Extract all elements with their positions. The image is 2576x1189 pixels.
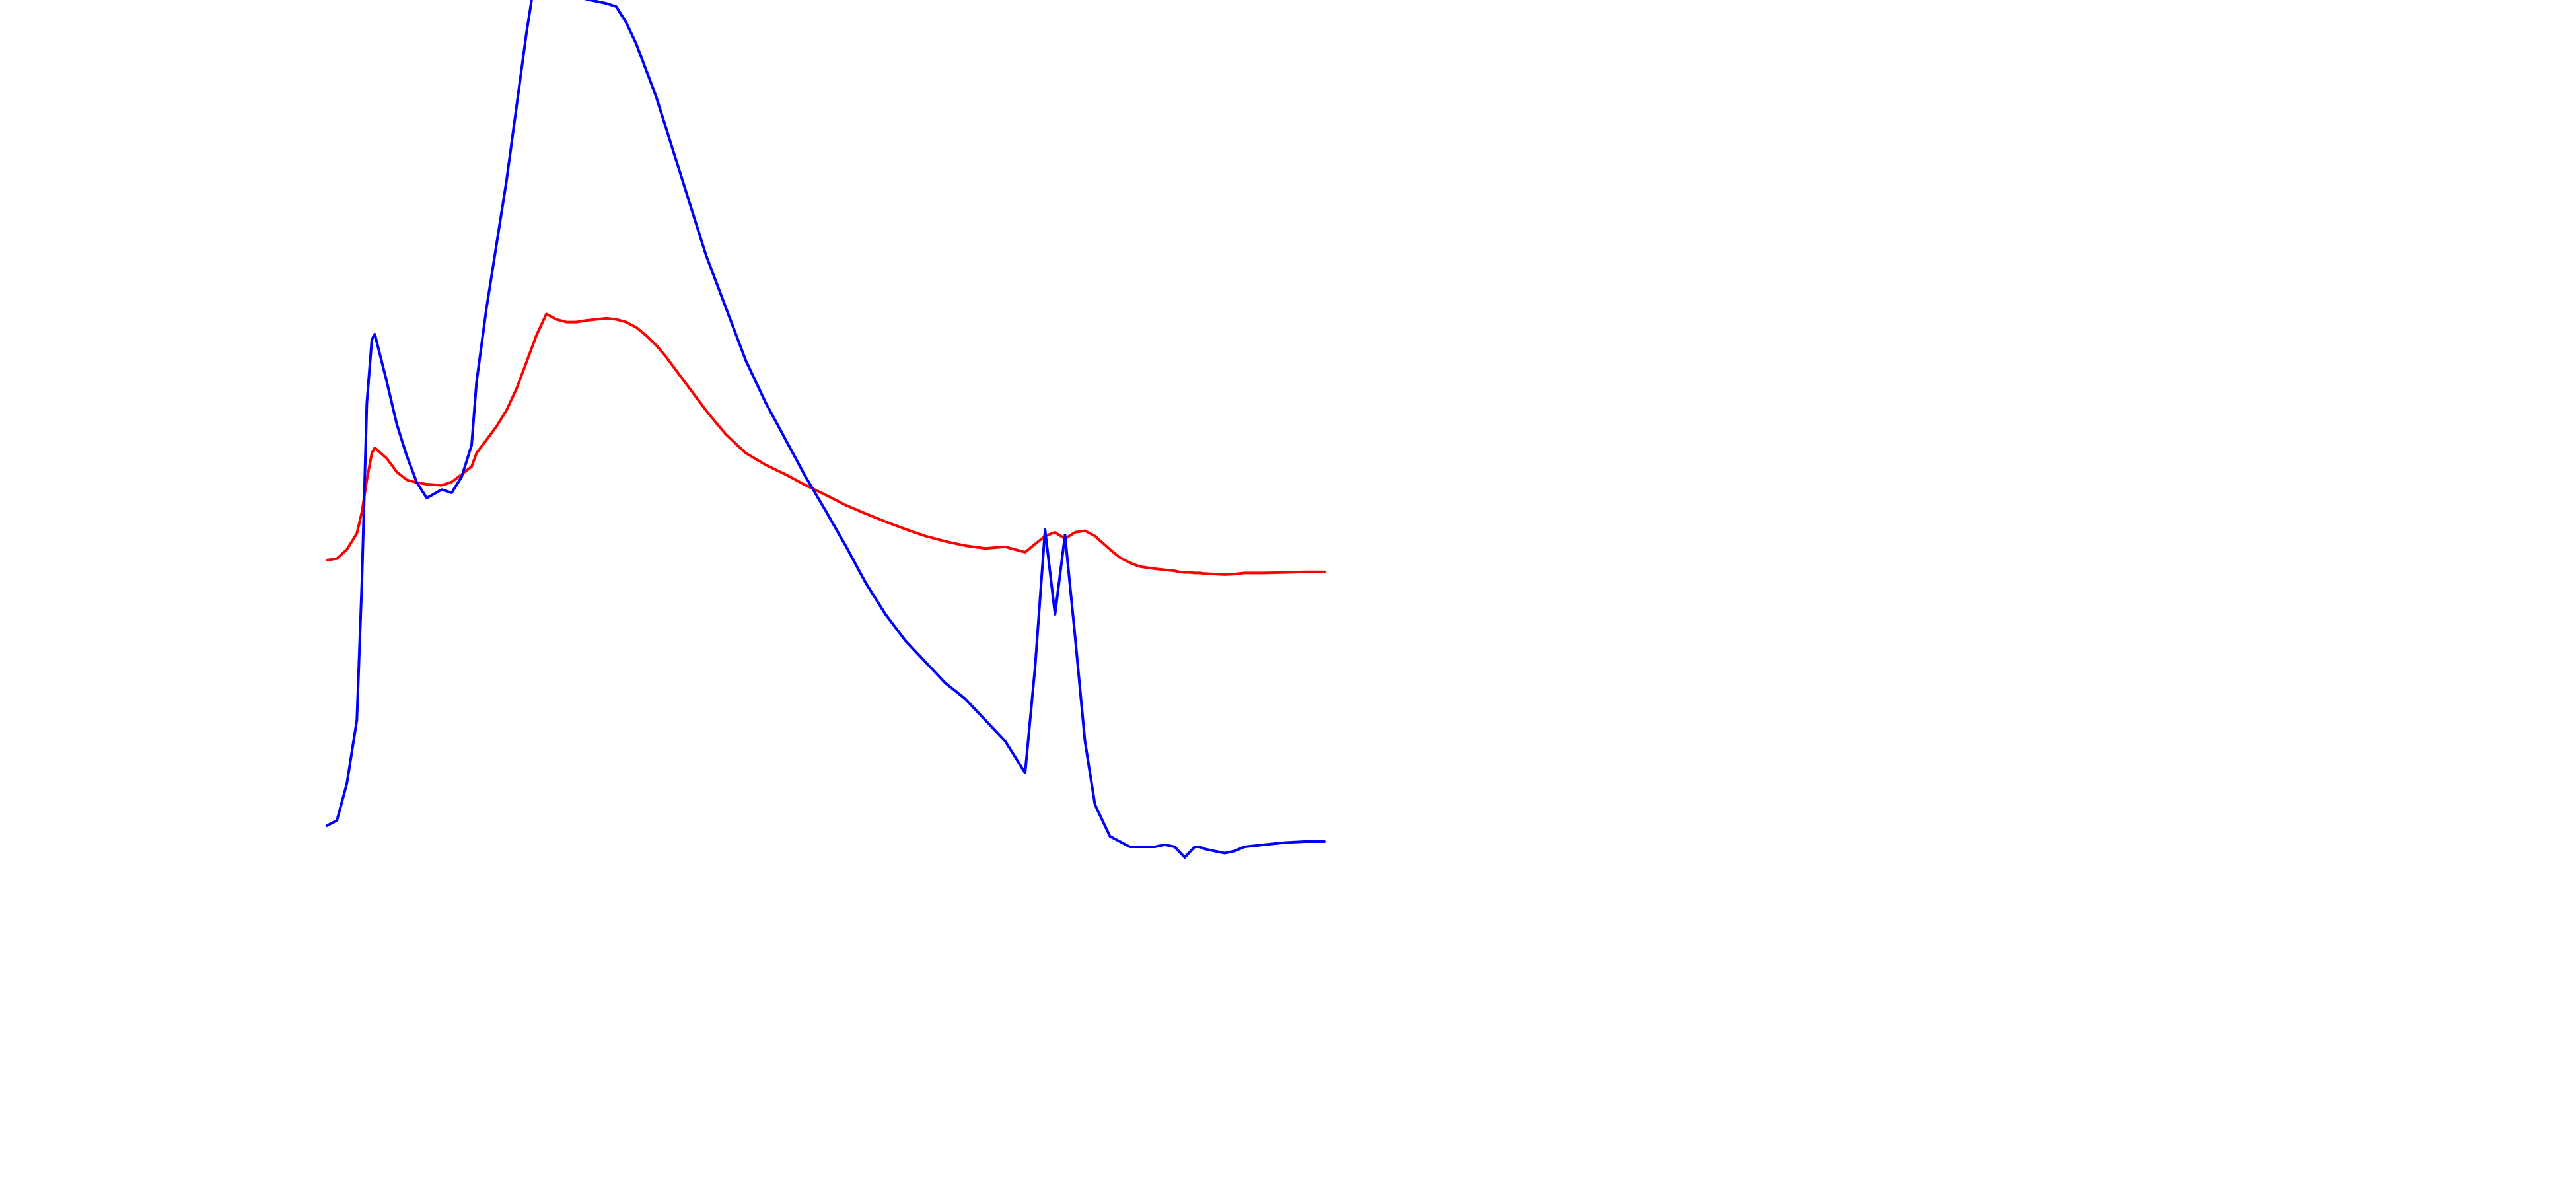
- series-blue-line: [326, 0, 1326, 859]
- series-red-line: [326, 312, 1326, 576]
- series-layer: [326, 0, 1326, 859]
